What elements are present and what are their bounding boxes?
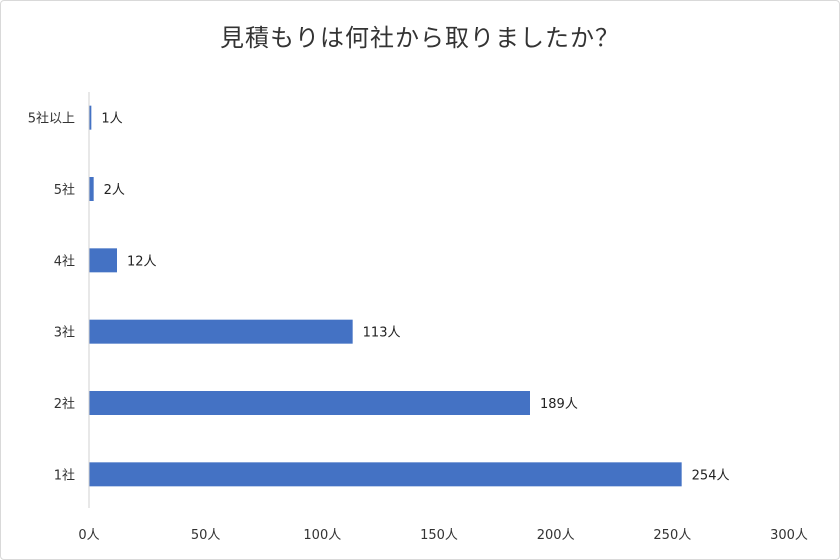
x-tick-label-6: 300人 xyxy=(770,528,808,543)
category-label-4: 2社 xyxy=(54,396,75,412)
bar-0 xyxy=(89,105,92,130)
x-tick-label-4: 200人 xyxy=(537,528,575,543)
bar-3 xyxy=(89,319,353,344)
x-tick-label-2: 100人 xyxy=(303,528,341,543)
bar-4 xyxy=(89,391,530,415)
category-label-1: 5社 xyxy=(54,182,75,198)
data-label-4: 189人 xyxy=(540,397,578,412)
bar-5 xyxy=(89,462,682,487)
data-label-2: 12人 xyxy=(127,254,157,269)
x-tick-label-5: 250人 xyxy=(653,528,691,543)
data-label-1: 2人 xyxy=(104,183,125,198)
category-label-0: 5社以上 xyxy=(28,111,75,127)
chart-title: 見積もりは何社から取りましたか？ xyxy=(220,24,620,52)
x-tick-label-3: 150人 xyxy=(420,528,458,543)
data-label-5: 254人 xyxy=(692,468,730,483)
data-label-0: 1人 xyxy=(101,112,122,127)
x-tick-label-1: 50人 xyxy=(191,528,221,543)
data-label-3: 113人 xyxy=(363,326,401,341)
bar-2 xyxy=(89,248,117,273)
category-label-5: 1社 xyxy=(54,467,75,483)
category-label-2: 4社 xyxy=(54,253,75,269)
bar-1 xyxy=(89,177,94,201)
category-label-3: 3社 xyxy=(54,325,75,341)
x-tick-label-0: 0人 xyxy=(78,528,99,543)
